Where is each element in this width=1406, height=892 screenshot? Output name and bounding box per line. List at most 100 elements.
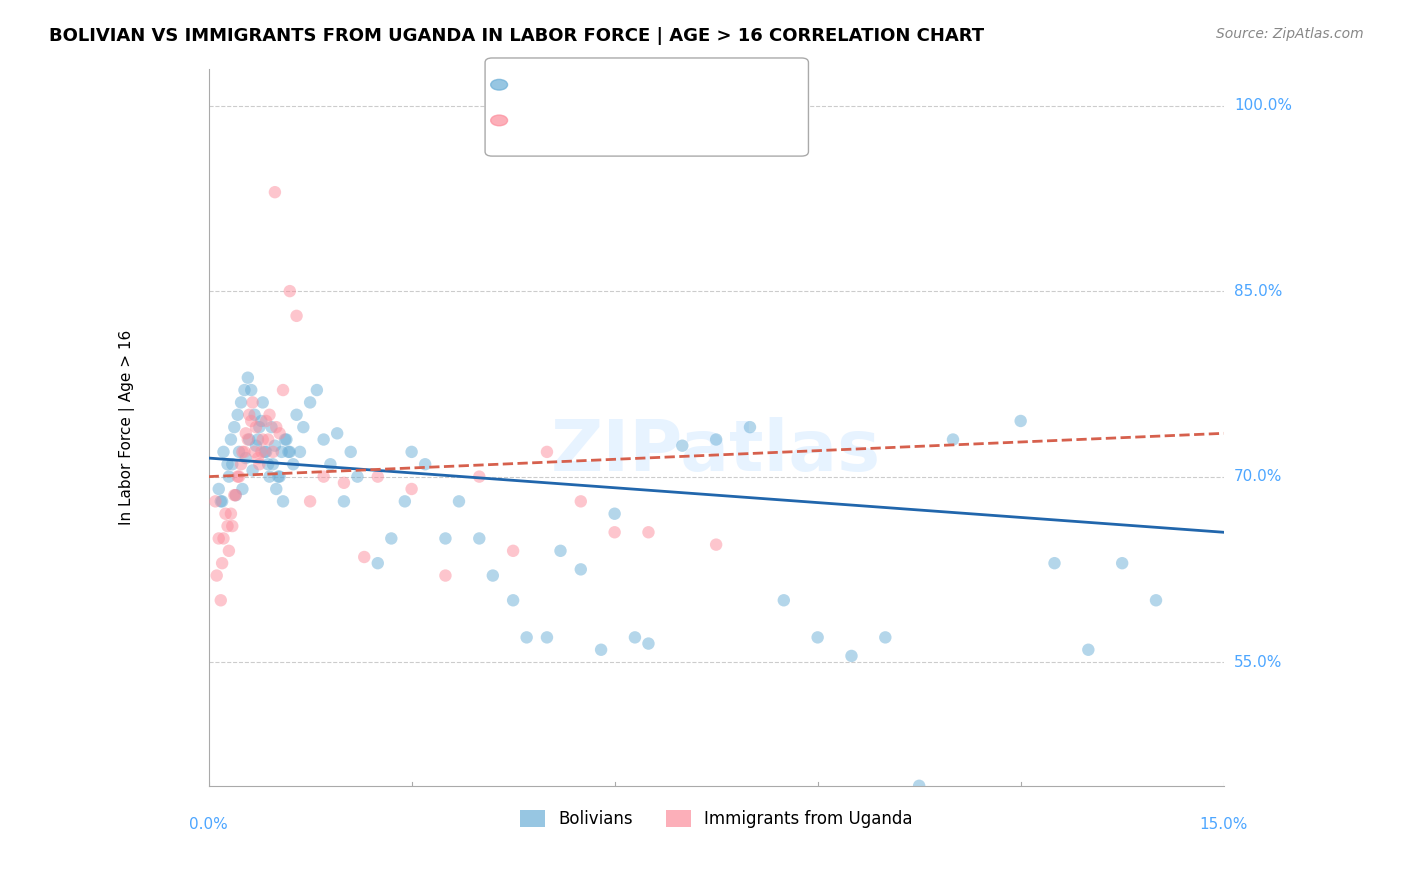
Point xyxy=(516,631,538,645)
Point xyxy=(550,544,572,558)
Text: ZIPatlas: ZIPatlas xyxy=(551,417,882,486)
Point xyxy=(264,439,287,453)
Point xyxy=(305,383,328,397)
Point xyxy=(212,445,235,459)
Point xyxy=(841,648,863,663)
Point xyxy=(434,532,457,546)
Point xyxy=(214,507,236,521)
Point xyxy=(259,408,281,422)
Point xyxy=(247,420,270,434)
Point xyxy=(236,433,259,447)
Point xyxy=(228,445,250,459)
Point xyxy=(243,445,266,459)
Point xyxy=(221,519,243,533)
Point xyxy=(447,494,470,508)
Point xyxy=(219,507,242,521)
Point xyxy=(243,408,266,422)
Point xyxy=(312,469,335,483)
Point xyxy=(240,383,263,397)
Point xyxy=(401,482,423,496)
Text: 85.0%: 85.0% xyxy=(1234,284,1282,299)
Point xyxy=(250,445,273,459)
Text: 55.0%: 55.0% xyxy=(1234,655,1282,670)
Point xyxy=(225,488,247,502)
Point xyxy=(228,469,250,483)
Point xyxy=(233,383,256,397)
Point xyxy=(252,395,274,409)
Point xyxy=(1043,556,1066,570)
Point xyxy=(807,631,830,645)
Point xyxy=(772,593,794,607)
Point xyxy=(1144,593,1167,607)
Point xyxy=(242,463,264,477)
Point xyxy=(229,457,252,471)
Point xyxy=(245,439,267,453)
Point xyxy=(259,469,281,483)
Point xyxy=(637,636,659,650)
Point xyxy=(257,433,280,447)
Point xyxy=(285,408,308,422)
Point xyxy=(218,544,240,558)
Point xyxy=(269,469,291,483)
Point xyxy=(262,457,284,471)
Point xyxy=(231,445,253,459)
Point xyxy=(367,469,389,483)
Point xyxy=(603,525,626,540)
Point xyxy=(875,631,897,645)
Point xyxy=(671,439,693,453)
Point xyxy=(235,426,257,441)
Point xyxy=(208,532,231,546)
Point xyxy=(274,433,297,447)
Point xyxy=(245,420,267,434)
Legend: Bolivians, Immigrants from Uganda: Bolivians, Immigrants from Uganda xyxy=(513,804,920,835)
Point xyxy=(502,544,524,558)
Point xyxy=(264,420,287,434)
Point xyxy=(569,494,592,508)
Point xyxy=(333,475,356,490)
Point xyxy=(238,408,260,422)
Point xyxy=(209,593,232,607)
Point xyxy=(312,433,335,447)
Point xyxy=(278,284,301,298)
Point xyxy=(277,445,299,459)
Point xyxy=(229,395,252,409)
Point xyxy=(225,488,247,502)
Point xyxy=(288,445,311,459)
Point xyxy=(704,433,727,447)
Point xyxy=(253,445,276,459)
Point xyxy=(276,433,298,447)
Point xyxy=(468,532,491,546)
Point xyxy=(240,414,263,428)
Point xyxy=(247,457,270,471)
Text: 15.0%: 15.0% xyxy=(1199,817,1249,831)
Point xyxy=(603,507,626,521)
Point xyxy=(264,185,287,199)
Point xyxy=(271,383,294,397)
Point xyxy=(346,469,368,483)
Text: 0.0%: 0.0% xyxy=(190,817,228,831)
Point xyxy=(908,779,931,793)
Point xyxy=(502,593,524,607)
Point xyxy=(212,532,235,546)
Point xyxy=(224,488,246,502)
Point xyxy=(353,549,375,564)
Point xyxy=(217,519,239,533)
Point xyxy=(246,451,269,466)
Point xyxy=(468,469,491,483)
Point xyxy=(226,469,249,483)
Point xyxy=(262,445,284,459)
Point xyxy=(218,469,240,483)
Point xyxy=(333,494,356,508)
Point xyxy=(536,631,558,645)
Point xyxy=(942,433,965,447)
Text: R = 0.097    N = 53: R = 0.097 N = 53 xyxy=(509,112,671,129)
Point xyxy=(238,433,260,447)
Point xyxy=(264,482,287,496)
Point xyxy=(246,433,269,447)
Point xyxy=(278,445,301,459)
Point xyxy=(380,532,402,546)
Point xyxy=(299,395,322,409)
Point xyxy=(394,494,416,508)
Text: R = -0.133    N = 87: R = -0.133 N = 87 xyxy=(509,76,678,94)
Point xyxy=(217,457,239,471)
